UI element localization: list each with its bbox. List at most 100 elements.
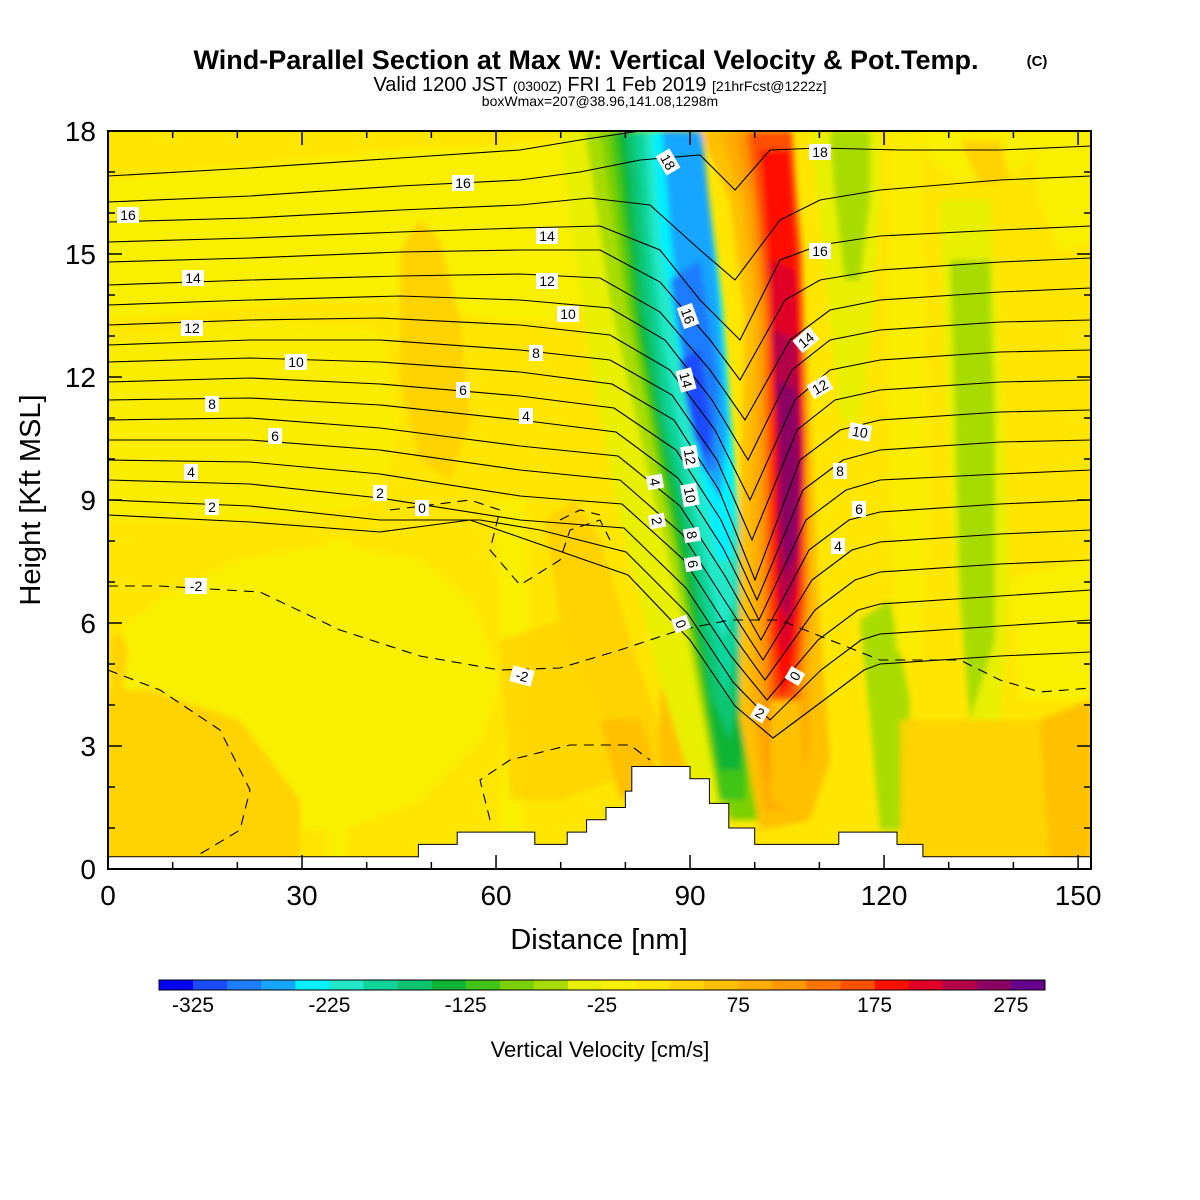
contour-label: 8 — [682, 526, 702, 544]
y-tick-label: 12 — [65, 362, 96, 393]
contour-label: 4 — [831, 538, 845, 554]
svg-text:0: 0 — [418, 500, 426, 516]
colorbar-swatch — [533, 980, 569, 990]
theta-contour-dashed — [559, 509, 601, 521]
svg-text:14: 14 — [676, 370, 696, 389]
svg-text:-2: -2 — [190, 578, 203, 594]
theta-contour — [108, 225, 1091, 341]
contour-label: 12 — [181, 320, 203, 336]
contour-label: 12 — [806, 374, 834, 400]
contour-label: 10 — [285, 354, 307, 370]
vv-patch — [890, 131, 930, 660]
contour-label: 14 — [536, 228, 558, 244]
vv-patch — [545, 500, 670, 760]
x-tick-label: 30 — [286, 880, 317, 911]
valid-time: Valid 1200 JST — [373, 74, 507, 96]
colorbar-tick-label: 75 — [727, 994, 750, 1017]
colorbar-swatch — [295, 980, 330, 990]
colorbar-swatch — [704, 980, 739, 990]
contour-label: 8 — [205, 396, 219, 412]
contour-label: 6 — [852, 501, 866, 517]
contour-label: 2 — [205, 499, 219, 515]
box-info: boxWmax=207@38.96,141.08,1298m — [482, 93, 718, 109]
vv-patch — [950, 260, 995, 720]
colorbar-swatch — [772, 980, 807, 990]
svg-text:14: 14 — [185, 270, 201, 286]
colorbar-swatch — [636, 980, 671, 990]
contour-label: 18 — [809, 144, 831, 160]
colorbar-tick-label: 275 — [993, 994, 1028, 1017]
vv-patch — [400, 220, 470, 480]
contour-label: 2 — [647, 512, 667, 530]
theta-contour — [108, 317, 1091, 502]
colorbar-swatch — [227, 980, 262, 990]
theta-contour-dashed — [479, 744, 651, 821]
y-tick-label: 9 — [80, 485, 96, 516]
chart-title: Wind-Parallel Section at Max W: Vertical… — [194, 45, 979, 75]
svg-text:8: 8 — [208, 396, 216, 412]
svg-text:4: 4 — [834, 538, 842, 554]
contour-label: 6 — [683, 555, 703, 573]
theta-contour — [108, 397, 1091, 622]
theta-contour — [108, 459, 1091, 681]
contour-label: 0 — [671, 614, 691, 634]
colorbar-swatch — [261, 980, 296, 990]
colorbar-swatch — [363, 980, 398, 990]
svg-text:10: 10 — [560, 306, 576, 322]
contour-label: 14 — [182, 270, 204, 286]
vv-patch — [960, 140, 1010, 185]
colorbar-swatch — [908, 980, 944, 990]
contour-label: 16 — [809, 243, 831, 259]
svg-text:4: 4 — [646, 477, 663, 488]
svg-text:12: 12 — [184, 320, 200, 336]
colorbar-swatch — [874, 980, 909, 990]
theta-contour — [108, 131, 641, 177]
colorbar-frame — [158, 979, 1046, 991]
theta-contour-dashed — [389, 499, 611, 586]
svg-text:-2: -2 — [514, 667, 530, 686]
y-axis-label: Height [Kft MSL] — [15, 394, 47, 605]
svg-text:16: 16 — [120, 207, 136, 223]
colorbar-swatch — [840, 980, 875, 990]
theta-contour — [108, 514, 1091, 739]
theta-contour — [108, 175, 1091, 281]
svg-text:12: 12 — [539, 273, 555, 289]
svg-text:4: 4 — [187, 464, 195, 480]
colorbar-swatch — [806, 980, 841, 990]
theta-contour — [108, 273, 1091, 422]
theta-contour — [108, 377, 1091, 602]
colorbar-swatch — [499, 980, 535, 990]
svg-text:2: 2 — [376, 485, 384, 501]
svg-text:10: 10 — [851, 423, 869, 441]
vv-patch — [1040, 700, 1091, 860]
contour-label: 4 — [184, 464, 198, 480]
colorbar-tick-label: -225 — [308, 994, 350, 1017]
x-axis-label: Distance [nm] — [510, 924, 687, 956]
colorbar-swatch — [738, 980, 773, 990]
colorbar-swatch — [193, 980, 228, 990]
contour-label: -2 — [509, 665, 535, 687]
svg-text:18: 18 — [657, 151, 679, 173]
vv-patch — [110, 630, 128, 700]
svg-text:6: 6 — [459, 382, 467, 398]
vv-patch — [500, 620, 640, 800]
svg-text:2: 2 — [208, 499, 216, 515]
svg-text:12: 12 — [681, 448, 699, 466]
contour-label: 6 — [268, 428, 282, 444]
svg-text:4: 4 — [522, 408, 530, 424]
theta-contour-dashed — [108, 585, 1091, 693]
colorbar-tick-label: -325 — [172, 994, 214, 1017]
colorbar-swatch — [465, 980, 501, 990]
chart-subtitle: Valid 1200 JST (0300Z) FRI 1 Feb 2019 [2… — [373, 74, 826, 96]
colorbar-swatch — [602, 980, 637, 990]
colorbar — [158, 979, 1046, 991]
theta-contour — [108, 339, 1091, 542]
contour-label: 12 — [680, 444, 700, 470]
contour-label: 16 — [117, 207, 139, 223]
svg-text:8: 8 — [532, 345, 540, 361]
theta-contour — [108, 249, 1091, 382]
colorbar-label: Vertical Velocity [cm/s] — [491, 1037, 710, 1062]
contour-label: 14 — [792, 326, 820, 354]
contour-label: 2 — [373, 485, 387, 501]
y-tick-label: 0 — [80, 854, 96, 885]
